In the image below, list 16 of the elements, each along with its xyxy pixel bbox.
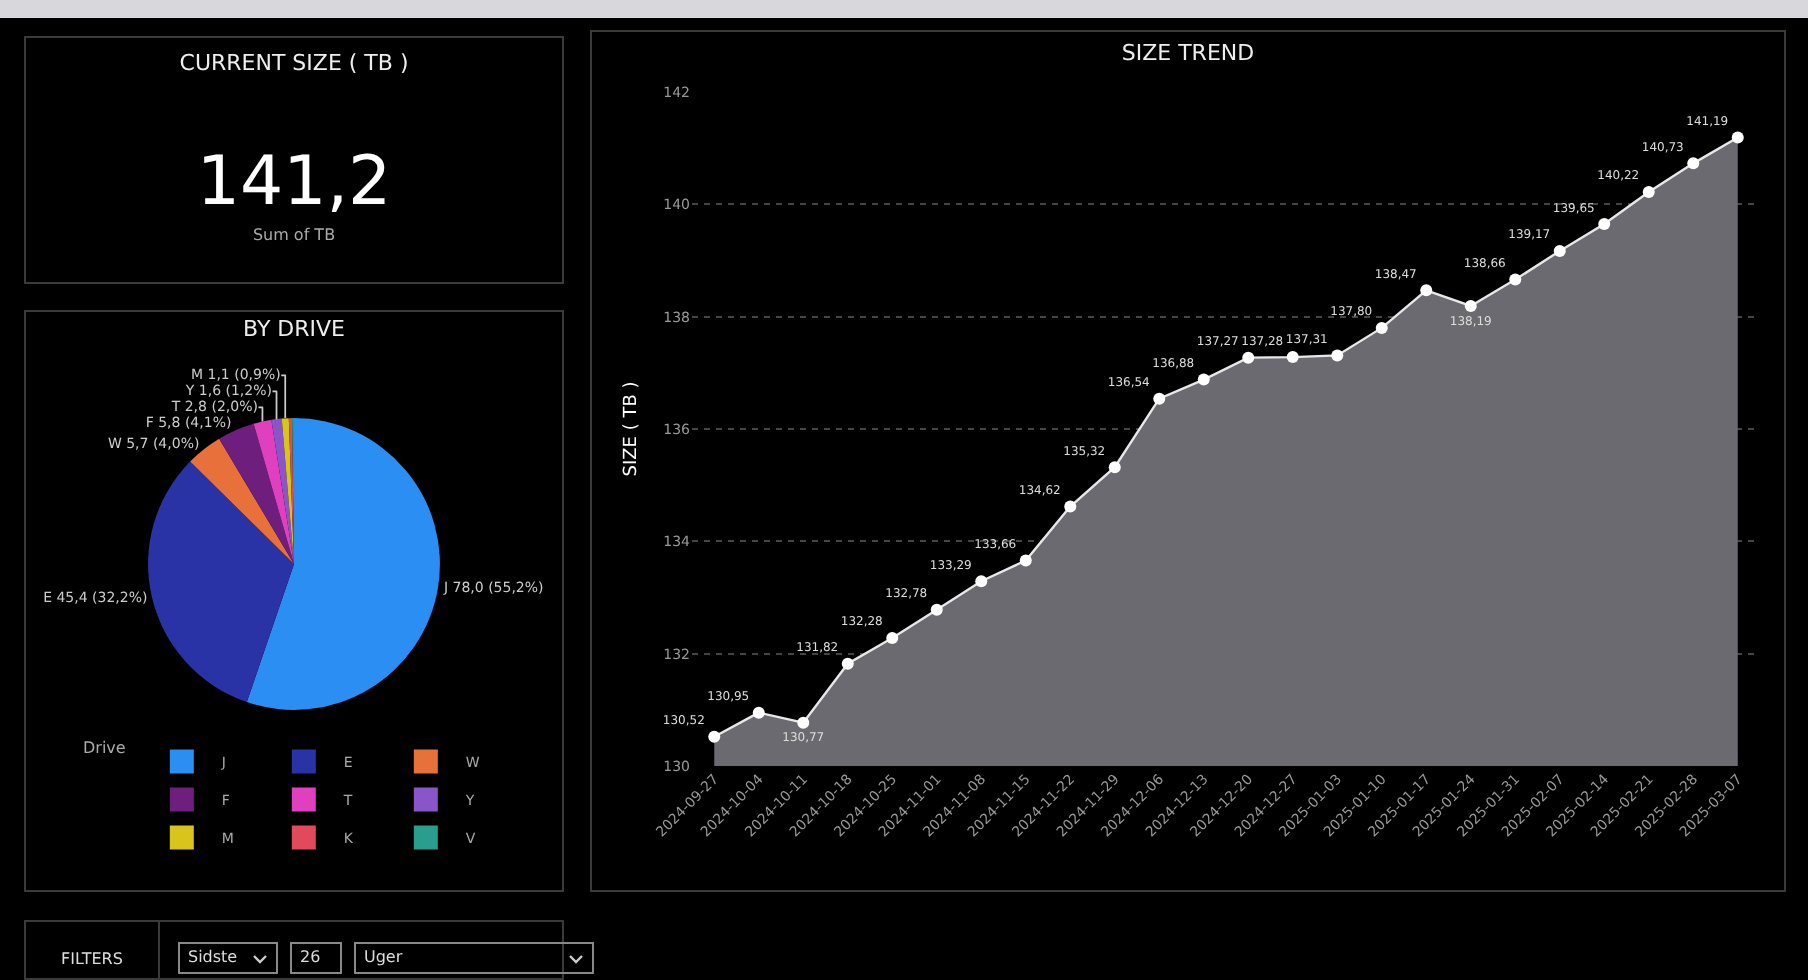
chart-title: SIZE TREND	[1121, 40, 1255, 67]
y-axis-title: SIZE ( TB )	[622, 381, 642, 477]
text: FILTERS	[59, 950, 125, 968]
text: Sum of TB	[250, 226, 338, 244]
chart-title: BY DRIVE	[243, 316, 346, 343]
text: Uger	[354, 942, 594, 974]
text: Sidste	[178, 942, 278, 974]
text: CURRENT SIZE ( TB )	[177, 50, 411, 76]
pie-slice	[271, 418, 294, 564]
pie-slice	[148, 461, 294, 703]
pie-slice	[246, 418, 440, 710]
pie-slice	[253, 419, 294, 564]
legend-title: Drive	[83, 739, 126, 758]
text: 141,2	[196, 142, 392, 222]
text: 26	[290, 942, 342, 974]
pie-slice	[281, 418, 294, 564]
